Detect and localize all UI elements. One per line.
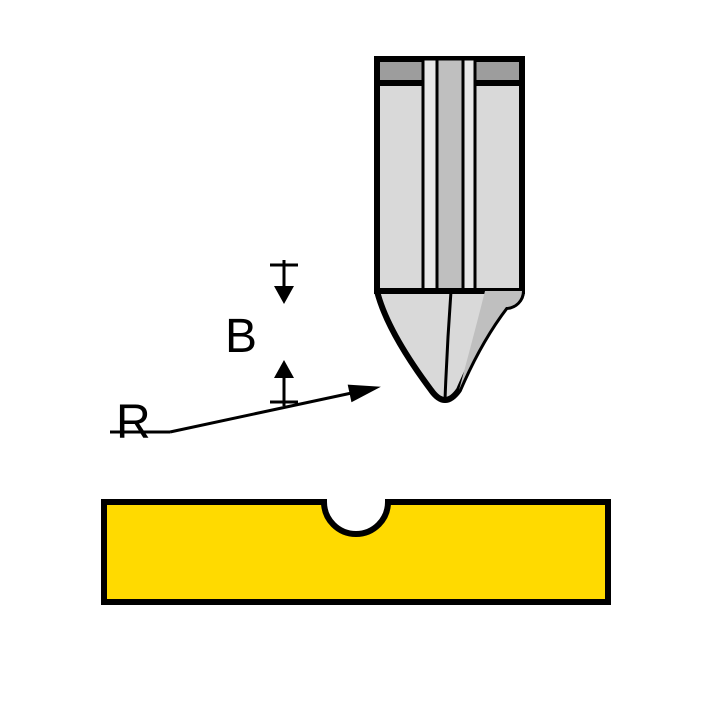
label-r: R bbox=[116, 396, 151, 449]
tool-shaft bbox=[437, 59, 463, 291]
label-b: B bbox=[225, 310, 257, 363]
background bbox=[0, 0, 720, 720]
